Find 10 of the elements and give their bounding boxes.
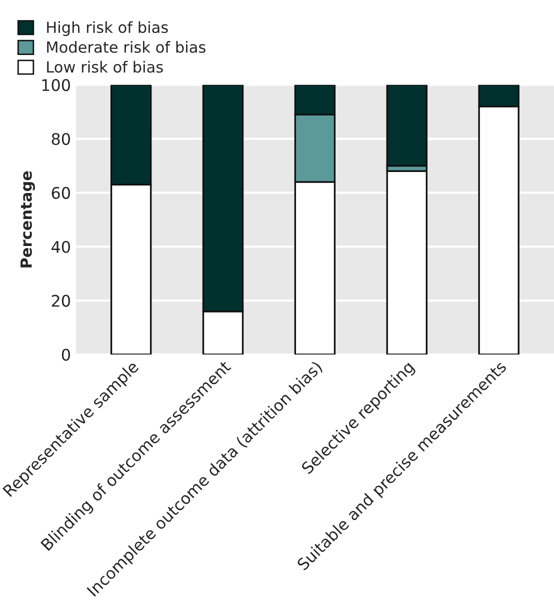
y-tick-label: 0 (62, 348, 70, 361)
legend-label: Moderate risk of bias (47, 41, 206, 53)
y-tick-label: 40 (51, 240, 70, 253)
y-tick-label: 60 (52, 186, 70, 200)
legend-label: High risk of bias (47, 21, 168, 36)
y-tick-label: 100 (42, 79, 70, 92)
y-tick-label: 80 (52, 132, 70, 146)
legend-label: Low risk of bias (47, 60, 163, 73)
y-axis-title: Percentage (20, 171, 35, 268)
y-tick-label: 20 (52, 294, 70, 307)
